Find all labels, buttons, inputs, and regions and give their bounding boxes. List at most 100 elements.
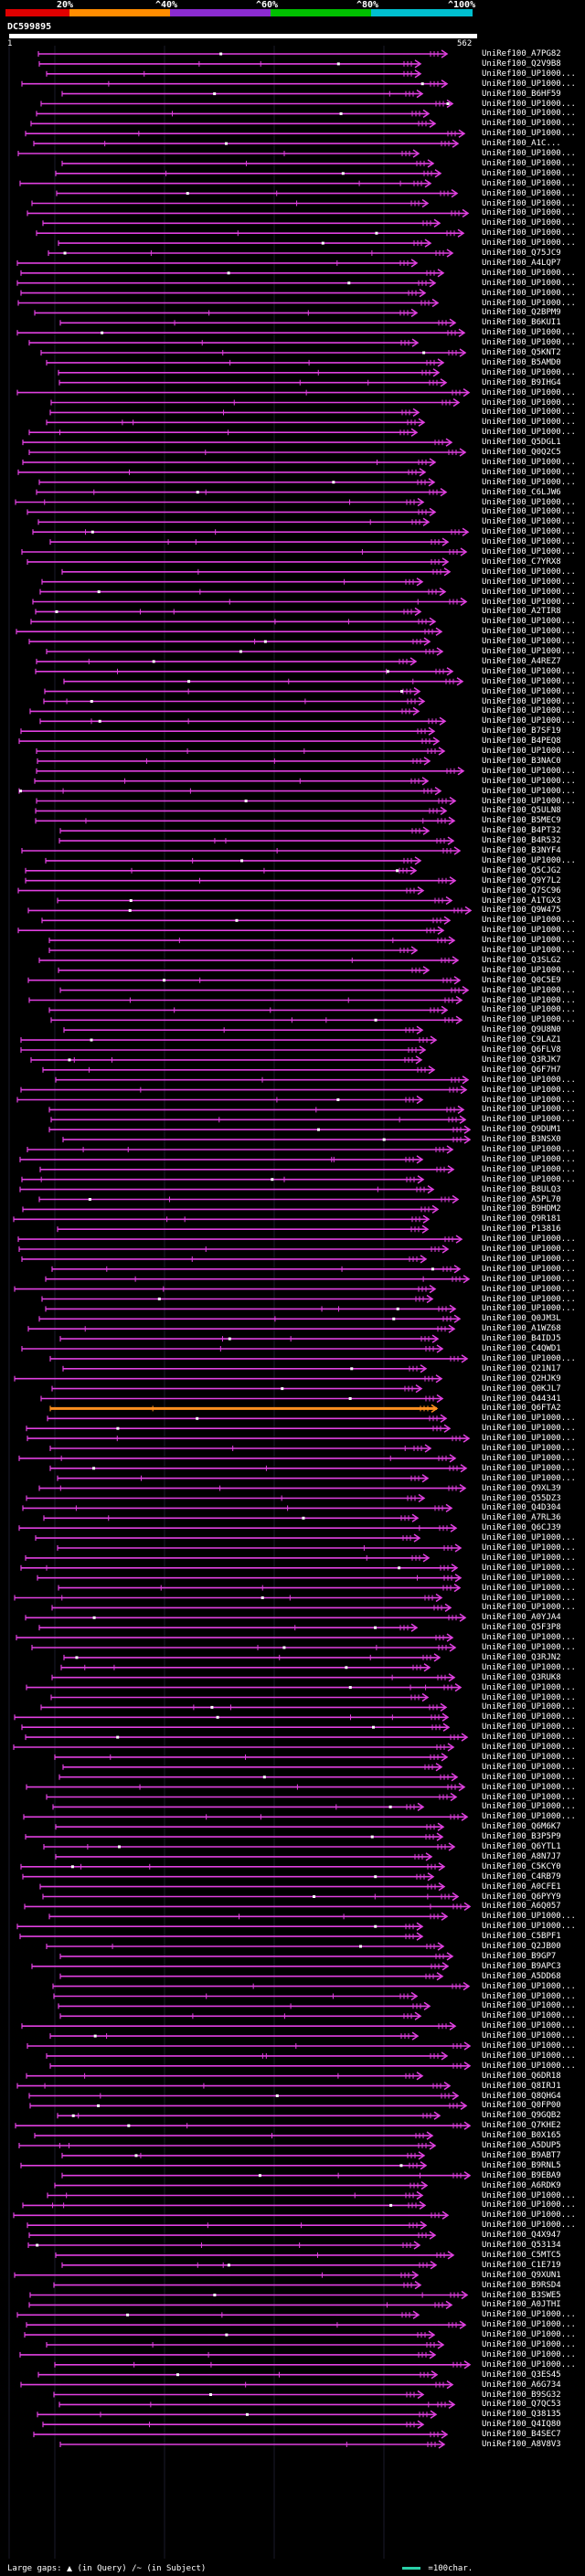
hit-label[interactable]: UniRef100_UP1000... (482, 79, 576, 89)
hit-label[interactable]: UniRef100_UP1000... (482, 2021, 576, 2031)
hit-label[interactable]: UniRef100_A4REZ7 (482, 656, 561, 666)
hit-label[interactable]: UniRef100_B6KUI1 (482, 318, 561, 328)
hit-label[interactable]: UniRef100_UP1000... (482, 567, 576, 577)
hit-label[interactable]: UniRef100_A1C... (482, 139, 561, 149)
hit-label[interactable]: UniRef100_UP1000... (482, 1284, 576, 1294)
hit-label[interactable]: UniRef100_Q6CJ39 (482, 1523, 561, 1533)
hit-label[interactable]: UniRef100_B9RSD4 (482, 2280, 561, 2290)
hit-label[interactable]: UniRef100_Q9U8N0 (482, 1025, 561, 1035)
hit-label[interactable]: UniRef100_UP1000... (482, 1782, 576, 1792)
hit-label[interactable]: UniRef100_A0YJA4 (482, 1613, 561, 1623)
hit-label[interactable]: UniRef100_UP1000... (482, 1164, 576, 1174)
hit-label[interactable]: UniRef100_UP1000... (482, 129, 576, 139)
hit-label[interactable]: UniRef100_Q2JB00 (482, 1942, 561, 1951)
hit-label[interactable]: UniRef100_UP1000... (482, 1912, 576, 1922)
hit-label[interactable]: UniRef100_Q9DUM1 (482, 1125, 561, 1135)
hit-label[interactable]: UniRef100_A2TIR8 (482, 607, 561, 617)
hit-label[interactable]: UniRef100_UP1000... (482, 1444, 576, 1453)
hit-label[interactable]: UniRef100_Q2BPM9 (482, 308, 561, 318)
hit-label[interactable]: UniRef100_UP1000... (482, 627, 576, 637)
hit-label[interactable]: UniRef100_UP1000... (482, 2051, 576, 2061)
hit-label[interactable]: UniRef100_UP1000... (482, 1792, 576, 1802)
hit-label[interactable]: UniRef100_B8ULQ3 (482, 1184, 561, 1194)
hit-label[interactable]: UniRef100_UP1000... (482, 298, 576, 308)
hit-label[interactable]: UniRef100_UP1000... (482, 1702, 576, 1712)
hit-label[interactable]: UniRef100_C9LAZ1 (482, 1035, 561, 1045)
hit-label[interactable]: UniRef100_UP1000... (482, 2320, 576, 2330)
hit-label[interactable]: UniRef100_C5KCY0 (482, 1861, 561, 1871)
hit-label[interactable]: UniRef100_UP1000... (482, 218, 576, 228)
hit-label[interactable]: UniRef100_Q55DZ3 (482, 1493, 561, 1503)
hit-label[interactable]: UniRef100_UP1000... (482, 1453, 576, 1463)
hit-label[interactable]: UniRef100_UP1000... (482, 1643, 576, 1652)
hit-label[interactable]: UniRef100_B6HF59 (482, 89, 561, 99)
hit-label[interactable]: UniRef100_Q8IRJ1 (482, 2081, 561, 2091)
hit-label[interactable]: UniRef100_UP1000... (482, 2011, 576, 2021)
hit-label[interactable]: UniRef100_Q9GQB2 (482, 2111, 561, 2121)
hit-label[interactable]: UniRef100_UP1000... (482, 1264, 576, 1274)
hit-label[interactable]: UniRef100_A1TGX3 (482, 896, 561, 906)
hit-label[interactable]: UniRef100_B9IHG4 (482, 377, 561, 387)
hit-label[interactable]: UniRef100_UP1000... (482, 2340, 576, 2349)
hit-label[interactable]: UniRef100_Q6YTL1 (482, 1842, 561, 1851)
hit-label[interactable]: UniRef100_A8N7J7 (482, 1851, 561, 1861)
hit-label[interactable]: UniRef100_UP1000... (482, 1593, 576, 1603)
hit-label[interactable]: UniRef100_UP1000... (482, 2349, 576, 2359)
hit-label[interactable]: UniRef100_UP1000... (482, 1075, 576, 1085)
hit-label[interactable]: UniRef100_Q0C5E9 (482, 975, 561, 985)
hit-label[interactable]: UniRef100_B9GP7 (482, 1951, 557, 1961)
hit-label[interactable]: UniRef100_Q9XL39 (482, 1483, 561, 1493)
hit-label[interactable]: UniRef100_UP1000... (482, 428, 576, 438)
hit-label[interactable]: UniRef100_UP1000... (482, 1762, 576, 1772)
hit-label[interactable]: UniRef100_UP1000... (482, 666, 576, 676)
hit-label[interactable]: UniRef100_UP1000... (482, 1353, 576, 1363)
hit-label[interactable]: UniRef100_UP1000... (482, 457, 576, 467)
hit-label[interactable]: UniRef100_UP1000... (482, 158, 576, 168)
hit-label[interactable]: UniRef100_UP1000... (482, 517, 576, 527)
hit-label[interactable]: UniRef100_UP1000... (482, 946, 576, 955)
hit-label[interactable]: UniRef100_UP1000... (482, 2210, 576, 2221)
hit-label[interactable]: UniRef100_B3NYF4 (482, 846, 561, 855)
hit-label[interactable]: UniRef100_UP1000... (482, 1154, 576, 1164)
hit-label[interactable]: UniRef100_UP1000... (482, 1743, 576, 1752)
hit-label[interactable]: UniRef100_UP1000... (482, 716, 576, 726)
hit-label[interactable]: UniRef100_Q2HJK9 (482, 1373, 561, 1383)
hit-label[interactable]: UniRef100_A5DD68 (482, 1971, 561, 1981)
hit-label[interactable]: UniRef100_UP1000... (482, 1682, 576, 1692)
hit-label[interactable]: UniRef100_Q9Y7L2 (482, 875, 561, 885)
hit-label[interactable]: UniRef100_UP1000... (482, 587, 576, 597)
hit-label[interactable]: UniRef100_Q0FP00 (482, 2101, 561, 2111)
hit-label[interactable]: UniRef100_C1E719 (482, 2260, 561, 2270)
hit-label[interactable]: UniRef100_UP1000... (482, 796, 576, 806)
hit-label[interactable]: UniRef100_UP1000... (482, 926, 576, 936)
hit-label[interactable]: UniRef100_Q3RJK7 (482, 1055, 561, 1065)
hit-label[interactable]: UniRef100_UP1000... (482, 328, 576, 338)
hit-label[interactable]: UniRef100_Q6M6K7 (482, 1822, 561, 1832)
hit-label[interactable]: UniRef100_B3P5P9 (482, 1832, 561, 1842)
hit-label[interactable]: UniRef100_UP1000... (482, 1085, 576, 1095)
hit-label[interactable]: UniRef100_P13816 (482, 1224, 561, 1235)
hit-label[interactable]: UniRef100_Q7SC96 (482, 885, 561, 896)
hit-label[interactable]: UniRef100_A0CFE1 (482, 1882, 561, 1892)
hit-label[interactable]: UniRef100_UP1000... (482, 69, 576, 79)
hit-label[interactable]: UniRef100_UP1000... (482, 1274, 576, 1284)
hit-label[interactable]: UniRef100_C4RB79 (482, 1871, 561, 1882)
hit-label[interactable]: UniRef100_A1WZ68 (482, 1324, 561, 1334)
hit-label[interactable]: UniRef100_Q6FLV8 (482, 1045, 561, 1055)
hit-label[interactable]: UniRef100_UP1000... (482, 1752, 576, 1762)
hit-label[interactable]: UniRef100_B4SEC7 (482, 2430, 561, 2440)
hit-label[interactable]: UniRef100_UP1000... (482, 1723, 576, 1733)
hit-label[interactable]: UniRef100_UP1000... (482, 2031, 576, 2041)
hit-label[interactable]: UniRef100_Q9W475 (482, 906, 561, 916)
hit-label[interactable]: UniRef100_UP1000... (482, 1414, 576, 1424)
hit-label[interactable]: UniRef100_Q3SLG2 (482, 955, 561, 965)
hit-label[interactable]: UniRef100_UP1000... (482, 527, 576, 537)
hit-label[interactable]: UniRef100_A4LQP7 (482, 258, 561, 268)
hit-label[interactable]: UniRef100_UP1000... (482, 696, 576, 706)
hit-label[interactable]: UniRef100_UP1000... (482, 119, 576, 129)
hit-label[interactable]: UniRef100_Q3RJN2 (482, 1652, 561, 1662)
hit-label[interactable]: UniRef100_UP1000... (482, 1981, 576, 1991)
hit-label[interactable]: UniRef100_A5PL70 (482, 1194, 561, 1204)
hit-label[interactable]: UniRef100_B9ABT7 (482, 2150, 561, 2160)
hit-label[interactable]: UniRef100_Q9R181 (482, 1214, 561, 1224)
